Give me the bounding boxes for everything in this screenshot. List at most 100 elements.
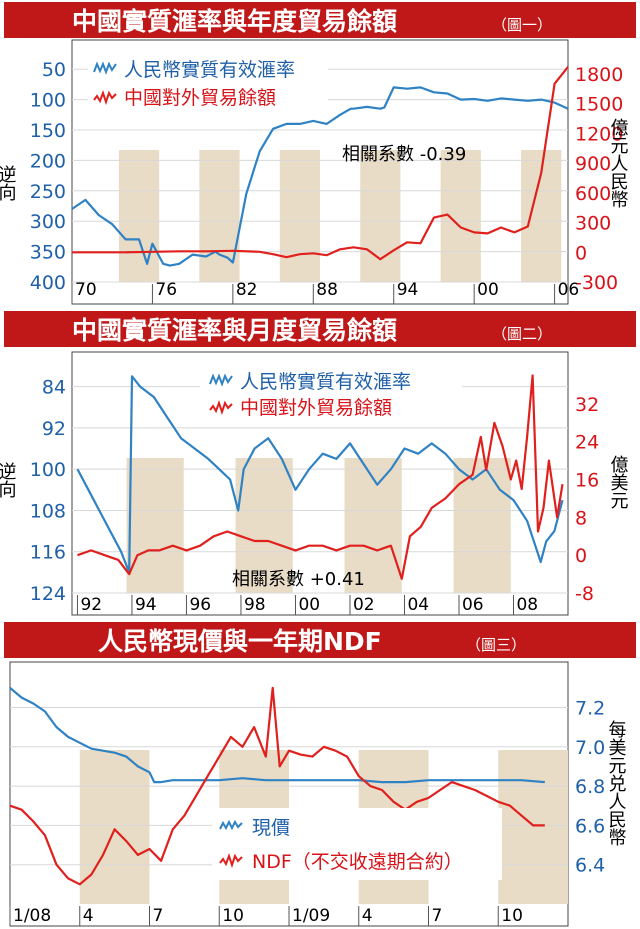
x-tick-label: 08 (516, 595, 538, 615)
shaded-period (453, 458, 511, 593)
panel-1-title-band (4, 2, 636, 38)
panel-3-legend-blue-swatch (219, 819, 243, 831)
left-tick-label: 100 (30, 459, 66, 481)
right-tick-label: 6.8 (575, 776, 605, 798)
left-tick-label: 124 (30, 583, 66, 605)
shaded-period (279, 150, 320, 282)
panel-2-fig-label: （圖二） (492, 325, 552, 343)
panel-3-legend-red-label: NDF（不交收遠期合約） (252, 851, 463, 873)
right-tick-label: 1500 (575, 94, 623, 116)
right-tick-label: 8 (575, 507, 587, 529)
x-tick-label: 06 (462, 595, 484, 615)
panel-1-legend-blue-label: 人民幣實質有效滙率 (124, 59, 295, 81)
panel-1-title: 中國實質滙率與年度貿易餘額 (72, 7, 397, 36)
shaded-period (126, 458, 184, 593)
x-tick-label: 1/08 (13, 906, 51, 926)
x-tick-label: 04 (407, 595, 429, 615)
panel-2-title: 中國實質滙率與月度貿易餘額 (72, 316, 397, 345)
x-tick-label: 4 (83, 906, 94, 926)
right-tick-label: 7.0 (575, 737, 605, 759)
right-tick-label: 32 (575, 394, 599, 416)
panel-1-legend-red-swatch (93, 90, 117, 106)
panel-3-legend: 現價 NDF（不交收遠期合約） (212, 808, 502, 880)
left-tick-label: 92 (42, 418, 66, 440)
shaded-period (498, 750, 568, 904)
right-tick-label: 24 (575, 432, 599, 454)
x-tick-label: 00 (298, 595, 320, 615)
left-tick-label: 400 (30, 272, 66, 294)
panel-2-title-band (4, 311, 636, 347)
x-tick-label: 70 (75, 280, 97, 300)
left-tick-label: 150 (30, 120, 66, 142)
panel-2-legend-blue-swatch (209, 373, 233, 387)
panel-2-series (76, 374, 564, 580)
series-line-blue (9, 686, 545, 784)
left-tick-label: 350 (30, 242, 66, 264)
panel-2-left-axis-label: 逆向 (0, 462, 17, 498)
shaded-period (360, 150, 401, 282)
panel-3-legend-red-swatch (219, 853, 243, 869)
panel-1-fig-label: （圖一） (492, 16, 552, 34)
panel-3-right-axis-label: 每美元兑人民幣 (606, 720, 627, 846)
x-tick-label: 96 (189, 595, 211, 615)
x-tick-label: 1/09 (292, 906, 330, 926)
panel-1-legend-blue-swatch (93, 61, 117, 75)
panel-3-title: 人民幣現價與一年期NDF (98, 627, 382, 656)
right-tick-label: 6.6 (575, 815, 605, 837)
x-tick-label: 02 (353, 595, 375, 615)
shaded-period (79, 750, 150, 904)
panel-1-legend-box (88, 49, 328, 109)
panel-3-legend-blue-label: 現價 (252, 817, 290, 839)
left-tick-label: 50 (42, 59, 66, 81)
right-tick-label: 1800 (575, 64, 623, 86)
x-tick-label: 76 (155, 280, 177, 300)
panel-3: 人民幣現價與一年期NDF （圖三） 7.2 7.0 6.8 6.6 6.4 1/08 4 7… (4, 622, 636, 927)
panel-3-fig-label: （圖三） (466, 636, 526, 654)
x-tick-label: 98 (244, 595, 266, 615)
left-tick-label: 84 (42, 377, 66, 399)
series-line-blue (71, 86, 569, 267)
right-tick-label: 0 (575, 545, 587, 567)
x-tick-label: 4 (362, 906, 373, 926)
series-line-blue (76, 375, 564, 574)
left-tick-label: 300 (30, 211, 66, 233)
x-tick-label: 94 (397, 280, 419, 300)
panel-2-x-axis: 92 94 96 98 00 02 04 06 08 (76, 595, 538, 615)
x-tick-label: 82 (236, 280, 258, 300)
panel-3-legend-box (212, 808, 502, 880)
right-tick-label: -300 (575, 272, 618, 294)
panel-1-shaded-periods (118, 150, 562, 282)
right-tick-label: 7.2 (575, 697, 605, 719)
x-tick-label: 94 (135, 595, 157, 615)
right-tick-label: 900 (575, 153, 611, 175)
panel-2-right-axis: 32 24 16 8 0 -8 (575, 394, 599, 605)
panel-2-annotation: 相關系數 +0.41 (232, 569, 365, 590)
panel-2-left-axis: 84 92 100 108 116 124 (30, 377, 66, 605)
left-tick-label: 116 (30, 542, 66, 564)
panel-2: 中國實質滙率與月度貿易餘額 （圖二） 84 92 100 108 116 124 32 24… (0, 311, 636, 616)
panel-1-left-axis-label: 逆向 (0, 165, 17, 201)
right-tick-label: 6.4 (575, 855, 605, 877)
left-tick-label: 108 (30, 500, 66, 522)
right-tick-label: 0 (575, 242, 587, 264)
x-tick-label: 06 (558, 280, 580, 300)
x-tick-label: 88 (316, 280, 338, 300)
right-tick-label: 600 (575, 183, 611, 205)
left-tick-label: 100 (30, 90, 66, 112)
panel-2-legend-red-label: 中國對外貿易餘額 (240, 397, 392, 419)
shaded-period (235, 458, 293, 593)
x-tick-label: 7 (432, 906, 443, 926)
left-tick-label: 250 (30, 181, 66, 203)
panel-1-series (71, 66, 569, 267)
right-tick-label: 300 (575, 213, 611, 235)
panel-1-left-axis: 50 100 150 200 250 300 350 400 (30, 59, 66, 294)
left-tick-label: 200 (30, 150, 66, 172)
panel-2-legend-box (200, 358, 462, 420)
panel-1-annotation: 相關系數 -0.39 (342, 144, 466, 165)
x-tick-label: 92 (80, 595, 102, 615)
panel-2-legend: 人民幣實質有效滙率 中國對外貿易餘額 (200, 358, 462, 420)
panel-1-right-axis: 1800 1500 1200 900 600 300 0 -300 (575, 64, 623, 294)
panel-3-right-axis: 7.2 7.0 6.8 6.6 6.4 (575, 697, 605, 876)
